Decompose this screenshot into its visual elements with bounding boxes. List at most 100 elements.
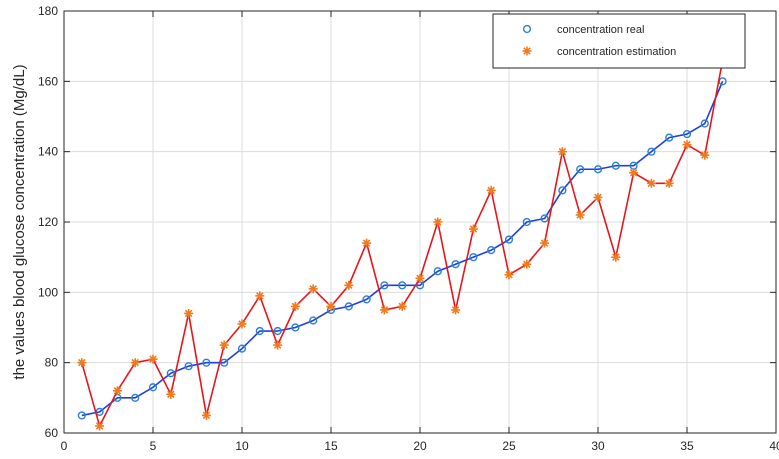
asterisk-stroke	[78, 358, 86, 367]
data-point	[362, 295, 371, 304]
data-point	[486, 185, 496, 195]
asterisk-stroke	[167, 390, 175, 399]
x-tick-label: 30	[591, 439, 605, 453]
data-point	[415, 273, 425, 283]
y-tick-labels: 60 80 100 120 140 160 180	[38, 4, 58, 440]
asterisk-stroke	[594, 193, 602, 202]
x-tick-label: 15	[324, 439, 338, 453]
data-point	[184, 308, 194, 318]
asterisk-stroke	[238, 320, 246, 328]
data-point	[646, 178, 656, 188]
asterisk-stroke	[398, 302, 406, 311]
data-point	[219, 340, 229, 350]
asterisk-stroke	[149, 355, 157, 363]
legend-box	[492, 13, 746, 69]
data-point	[433, 217, 443, 227]
x-tick-label: 40	[769, 439, 779, 453]
data-point	[130, 358, 140, 368]
data-point	[487, 246, 496, 255]
data-point	[665, 133, 674, 142]
data-point	[273, 340, 283, 350]
data-point	[344, 280, 354, 290]
data-point	[629, 168, 639, 178]
data-point	[255, 326, 264, 336]
data-point	[95, 421, 105, 431]
asterisk-stroke	[273, 341, 282, 349]
data-point	[202, 358, 211, 367]
data-point	[148, 354, 158, 364]
y-tick-label: 160	[38, 74, 58, 88]
data-point	[433, 267, 442, 276]
asterisk-stroke	[291, 302, 300, 311]
asterisk-stroke	[362, 239, 371, 247]
data-point	[148, 383, 158, 392]
y-tick-label: 120	[38, 215, 58, 229]
legend-entry: concentration real	[522, 24, 644, 36]
data-point	[611, 161, 620, 170]
series-1	[77, 77, 727, 420]
data-point	[201, 410, 211, 420]
data-point	[468, 224, 478, 234]
data-point	[664, 178, 674, 188]
asterisk-stroke	[540, 239, 549, 247]
data-point	[451, 260, 460, 269]
asterisk-stroke	[220, 341, 228, 349]
asterisk-stroke	[380, 306, 389, 314]
legend: concentration real concentration estimati…	[492, 13, 746, 69]
data-point	[504, 270, 514, 280]
data-point	[682, 140, 692, 150]
data-point	[682, 129, 692, 139]
asterisk-stroke	[309, 285, 317, 293]
data-point	[326, 301, 336, 311]
data-point	[255, 291, 265, 301]
asterisk-stroke	[612, 253, 620, 261]
x-tick-label: 35	[680, 439, 694, 453]
legend-marker	[522, 46, 532, 56]
asterisk-stroke	[701, 151, 709, 159]
data-point	[379, 305, 389, 315]
data-point	[380, 281, 389, 290]
data-point	[112, 386, 122, 396]
asterisk-stroke	[451, 306, 460, 314]
asterisk-stroke	[345, 281, 353, 290]
data-point	[237, 319, 247, 329]
data-point	[131, 393, 140, 402]
data-point	[451, 305, 461, 315]
asterisk-stroke	[576, 211, 584, 219]
asterisk-stroke	[558, 147, 567, 156]
axes	[63, 10, 777, 434]
data-point	[593, 192, 603, 202]
data-point	[576, 165, 585, 174]
legend-entry: concentration estimation	[522, 46, 676, 58]
data-point	[166, 369, 175, 378]
data-point	[558, 186, 567, 195]
x-tick-label: 0	[61, 439, 68, 453]
data-point	[540, 214, 549, 223]
x-tick-label: 20	[413, 439, 427, 453]
data-point	[77, 411, 86, 420]
data-point	[166, 389, 176, 399]
asterisk-stroke	[113, 387, 122, 395]
data-point	[700, 150, 710, 160]
asterisk-stroke	[202, 411, 211, 420]
data-point	[308, 284, 318, 294]
legend-label: concentration real	[557, 24, 644, 36]
data-point	[611, 252, 621, 262]
data-point	[575, 210, 585, 220]
asterisk-stroke	[647, 179, 656, 188]
asterisk-stroke	[256, 292, 264, 300]
asterisk-stroke	[505, 271, 513, 279]
x-tick-labels: 0 5 10 15 20 25 30 35 40	[61, 439, 779, 453]
data-point	[237, 344, 247, 353]
data-point	[647, 147, 656, 156]
series-layer	[77, 55, 728, 431]
legend-label: concentration estimation	[557, 46, 676, 58]
asterisk-stroke	[327, 302, 335, 311]
data-point	[469, 253, 478, 262]
data-point	[540, 238, 550, 248]
asterisk-stroke	[523, 47, 531, 55]
data-point	[700, 119, 709, 128]
data-point	[593, 165, 603, 174]
x-tick-label: 25	[502, 439, 516, 453]
